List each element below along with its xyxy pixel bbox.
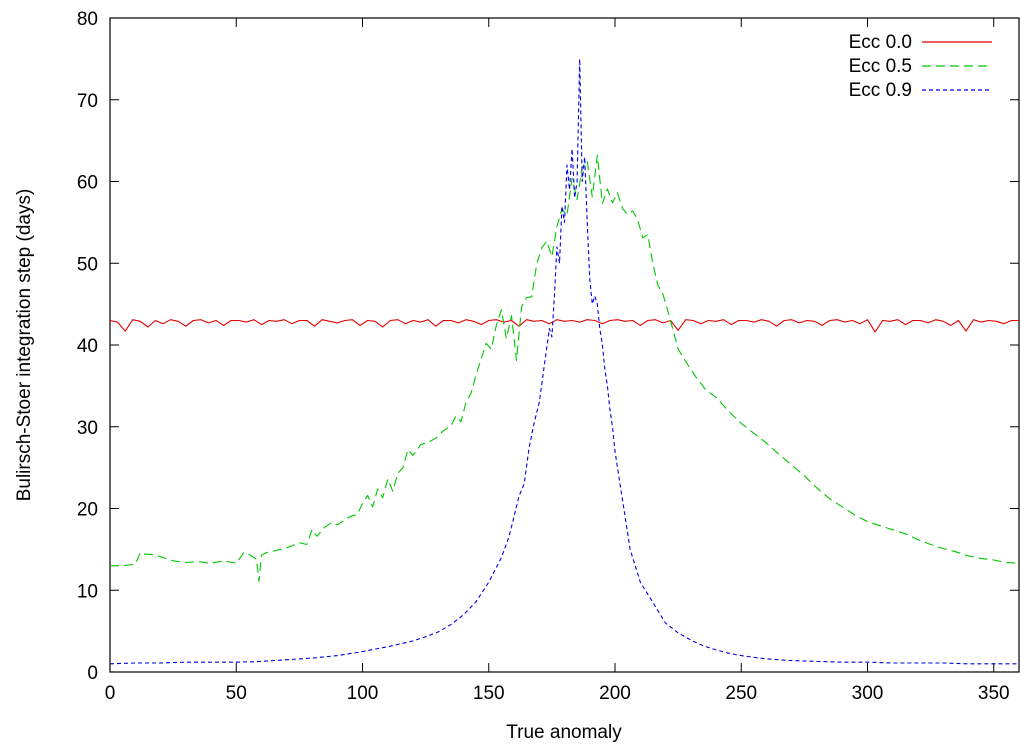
series-line-1 [110, 154, 1020, 582]
legend-label: Ecc 0.9 [849, 80, 912, 101]
legend-label: Ecc 0.5 [849, 56, 912, 77]
series-line-2 [109, 58, 1019, 665]
series-layer [109, 58, 1020, 665]
x-tick-label: 300 [852, 683, 884, 704]
x-tick-label: 100 [347, 683, 379, 704]
legend: Ecc 0.0 Ecc 0.5 Ecc 0.9 [849, 32, 992, 101]
x-tick-label: 0 [105, 683, 116, 704]
x-tick-label: 250 [725, 683, 757, 704]
plot-frame [109, 17, 1020, 673]
x-tick-label: 50 [226, 683, 247, 704]
y-tick-label: 40 [77, 336, 98, 357]
y-tick-label: 50 [77, 254, 98, 275]
x-tick-label: 200 [599, 683, 631, 704]
y-tick-label: 60 [77, 173, 98, 194]
y-tick-label: 30 [77, 418, 98, 439]
series-line-0 [109, 319, 1019, 333]
x-tick-label: 350 [978, 683, 1010, 704]
y-tick-label: 20 [77, 500, 98, 521]
y-tick-label: 80 [77, 9, 98, 30]
ticks-layer: 0 50 100 150 200 250 300 350 0 10 20 30 40 50 60 70 80 [77, 9, 1019, 704]
y-axis-label: Bulirsch-Stoer integration step (days) [14, 189, 35, 502]
y-tick-label: 70 [77, 91, 98, 112]
y-tick-label: 0 [87, 663, 98, 684]
x-tick-label: 150 [473, 683, 505, 704]
legend-label: Ecc 0.0 [849, 32, 912, 53]
x-axis-label: True anomaly [506, 722, 622, 743]
y-tick-label: 10 [77, 581, 98, 602]
